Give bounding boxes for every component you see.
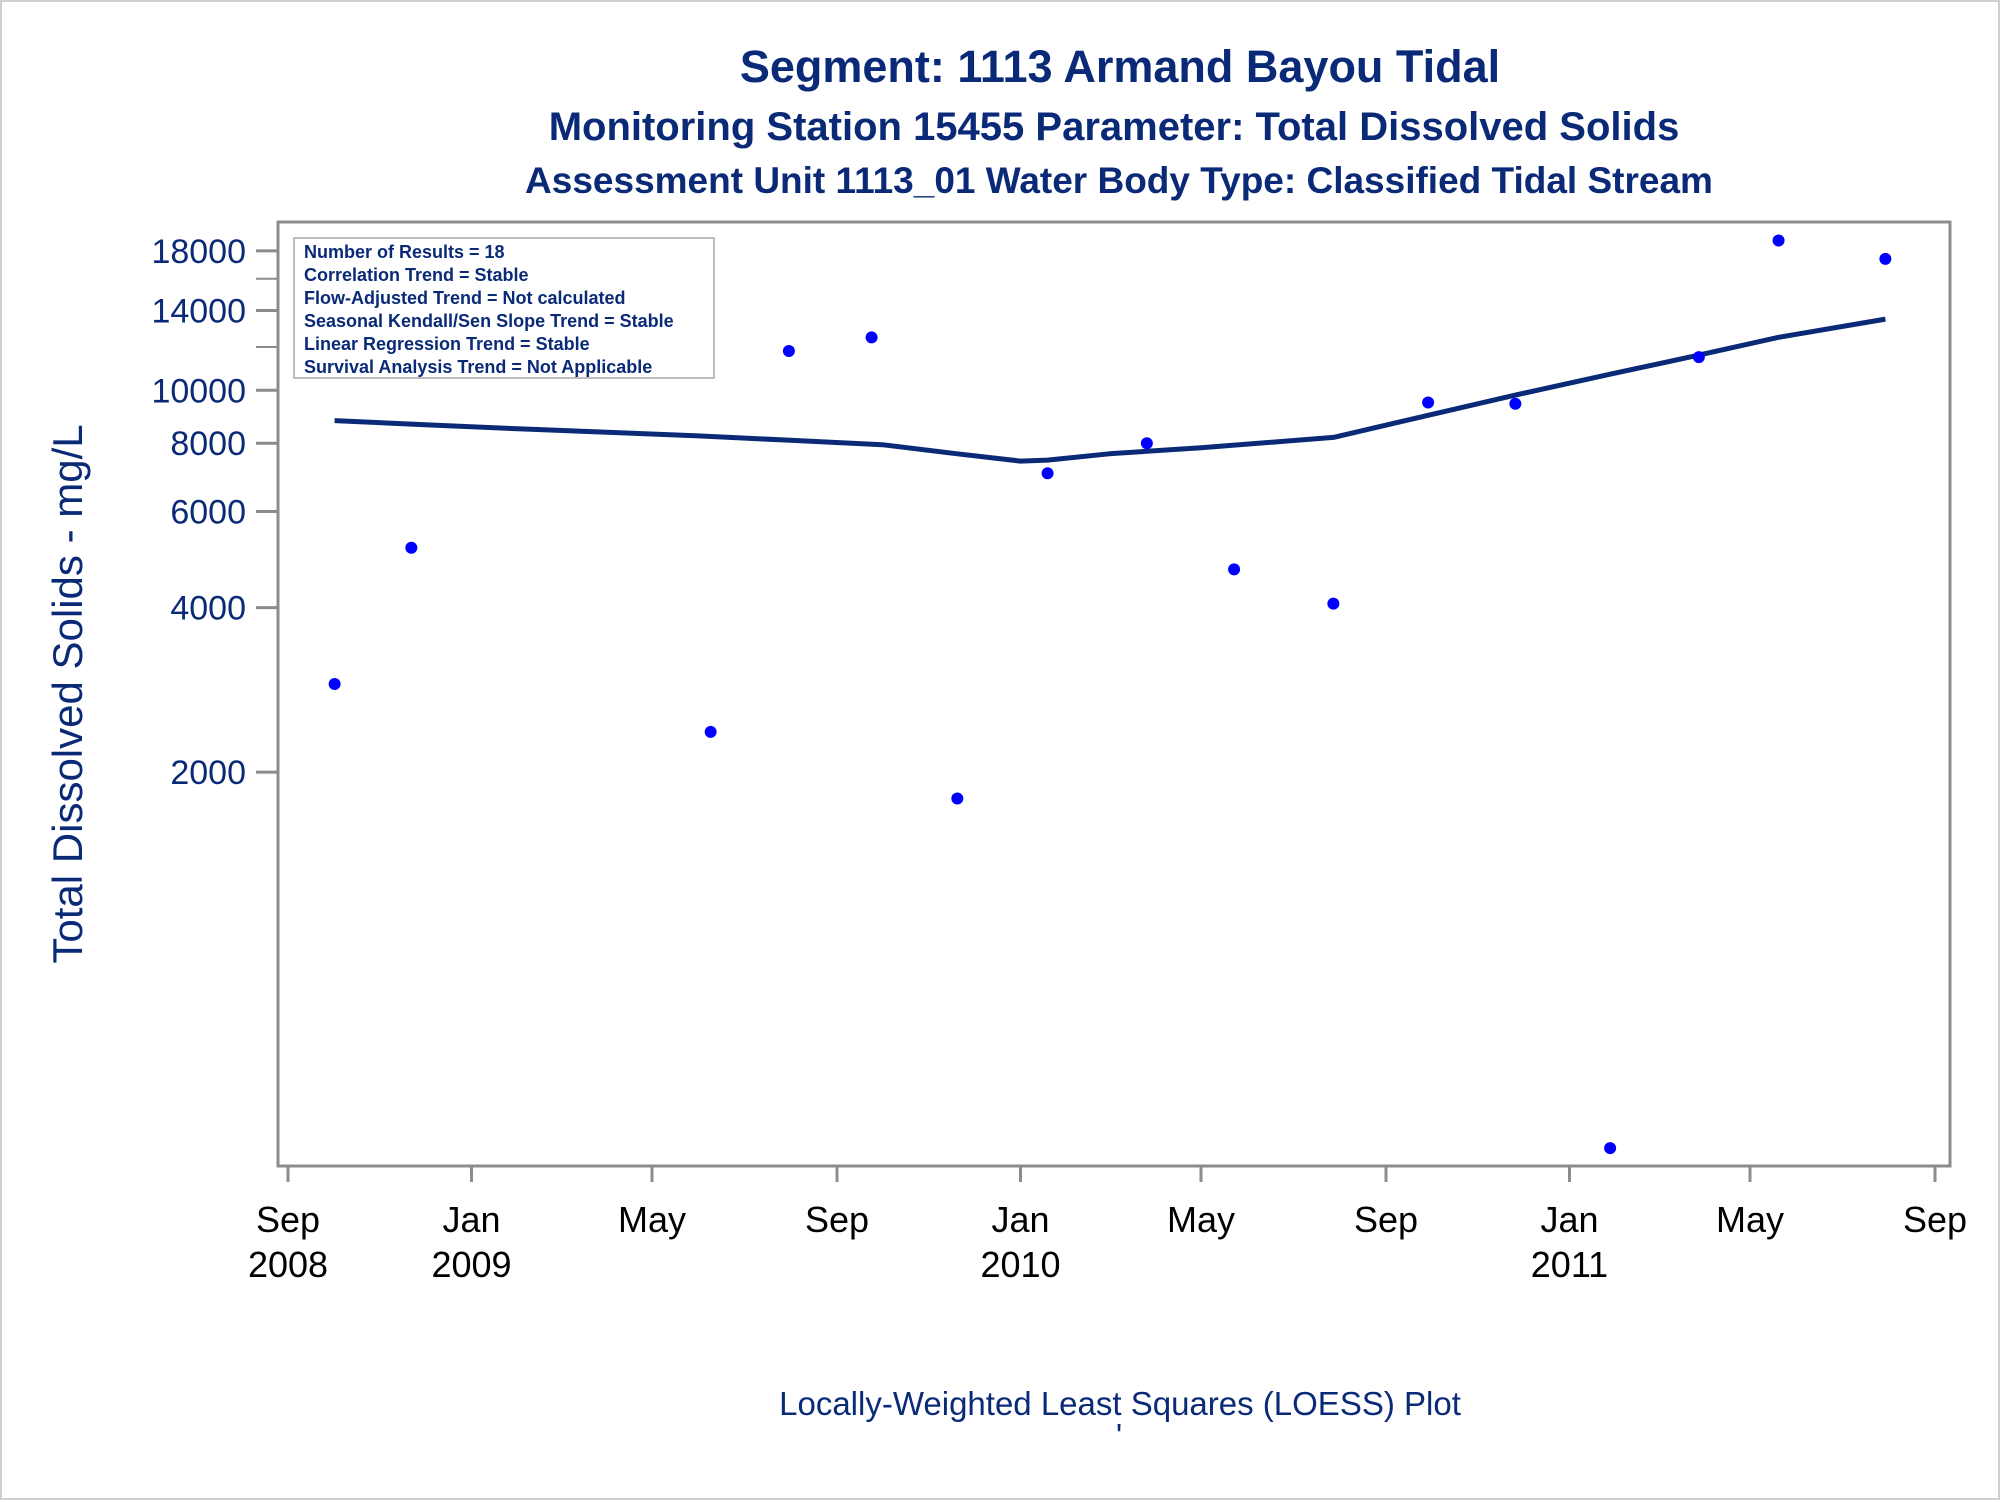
plot-area <box>276 220 1952 1168</box>
stats-flow-adjusted-trend: Flow-Adjusted Trend = Not calculated <box>304 288 626 308</box>
x-tick-label-year: 2010 <box>980 1244 1060 1285</box>
data-point <box>1422 396 1435 409</box>
chart-title: Segment: 1113 Armand Bayou Tidal <box>740 41 1500 92</box>
stats-legend-box: Number of Results = 18 Correlation Trend… <box>293 237 715 379</box>
data-point <box>1228 563 1241 576</box>
x-tick-label-month: Sep <box>805 1199 869 1240</box>
y-axis-label: Total Dissolved Solids - mg/L <box>44 424 91 963</box>
y-tick-label: 8000 <box>170 425 246 463</box>
footnote: Locally-Weighted Least Squares (LOESS) P… <box>779 1385 1461 1422</box>
y-tick-label: 10000 <box>151 372 246 410</box>
stats-seasonal-kendall-trend: Seasonal Kendall/Sen Slope Trend = Stabl… <box>304 311 674 331</box>
x-tick-label-month: Sep <box>256 1199 320 1240</box>
y-tick-label: 14000 <box>151 292 246 330</box>
y-tick-label: 2000 <box>170 754 246 792</box>
data-point <box>1692 351 1705 364</box>
data-point <box>865 331 878 344</box>
chart-subtitle-station: Monitoring Station 15455 Parameter: Tota… <box>549 105 1680 149</box>
x-tick-label-month: Sep <box>1903 1199 1967 1240</box>
x-tick-label-month: Jan <box>1540 1199 1598 1240</box>
data-point <box>951 792 964 805</box>
data-point <box>1509 397 1522 410</box>
chart-subtitle-assessment: Assessment Unit 1113_01 Water Body Type:… <box>525 160 1713 201</box>
data-point <box>704 725 717 738</box>
stats-correlation-trend: Correlation Trend = Stable <box>304 265 529 285</box>
stats-linear-regression-trend: Linear Regression Trend = Stable <box>304 334 590 354</box>
x-tick-label-year: 2011 <box>1531 1244 1608 1285</box>
x-tick-label-month: May <box>1716 1199 1784 1240</box>
x-tick-label-month: Sep <box>1354 1199 1418 1240</box>
data-points-group <box>328 234 1892 1155</box>
x-tick-label-month: Jan <box>991 1199 1049 1240</box>
data-point <box>1879 252 1892 265</box>
x-tick-label-year: 2009 <box>431 1244 511 1285</box>
data-point <box>1327 597 1340 610</box>
x-tick-label-month: May <box>618 1199 686 1240</box>
data-point <box>405 541 418 554</box>
data-point <box>1772 234 1785 247</box>
loess-trend-line <box>334 316 1886 464</box>
data-point <box>328 677 341 690</box>
stats-survival-analysis-trend: Survival Analysis Trend = Not Applicable <box>304 357 652 377</box>
y-axis: 2000 4000 6000 8000 10000 14000 18000 <box>151 233 278 792</box>
footnote-mark: ' <box>1116 1417 1122 1454</box>
data-point <box>1604 1142 1617 1155</box>
x-tick-label-year: 2008 <box>248 1244 328 1285</box>
data-point <box>782 345 795 358</box>
y-tick-label: 18000 <box>151 233 246 271</box>
x-tick-label-month: May <box>1167 1199 1235 1240</box>
data-point <box>1041 467 1054 480</box>
stats-box-border <box>293 237 715 379</box>
data-point <box>1140 437 1153 450</box>
loess-line-group <box>334 316 1886 464</box>
y-tick-label: 4000 <box>170 590 246 628</box>
x-tick-label-month: Jan <box>442 1199 500 1240</box>
stats-number-of-results: Number of Results = 18 <box>304 242 505 262</box>
y-tick-label: 6000 <box>170 493 246 531</box>
